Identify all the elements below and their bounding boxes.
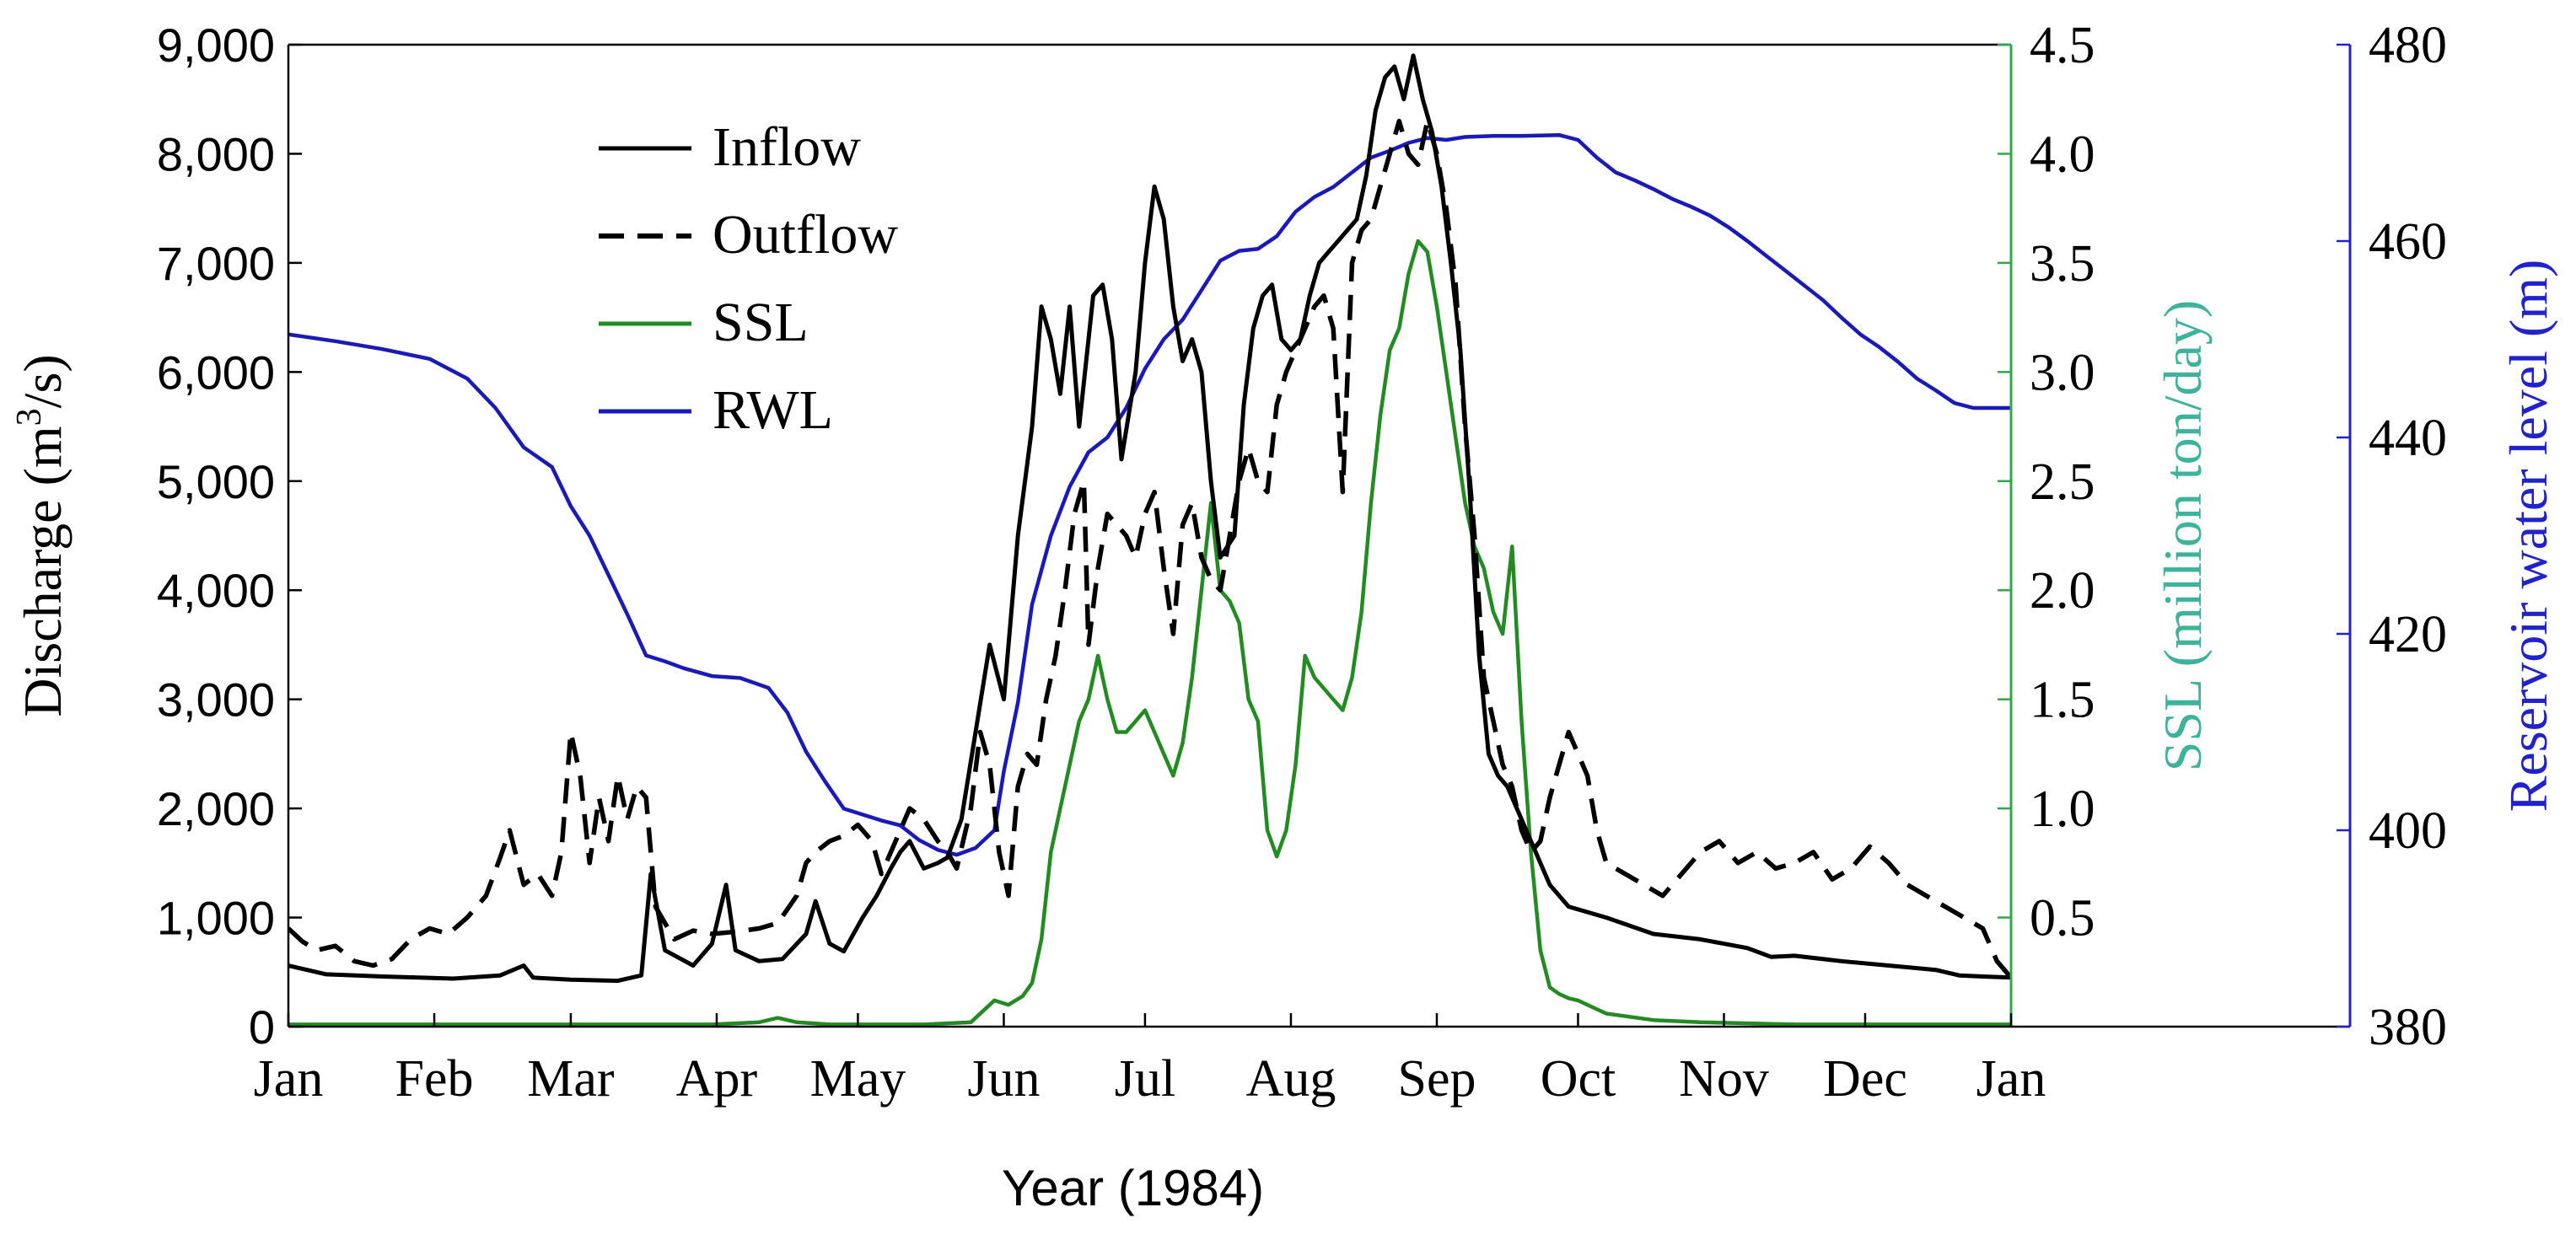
y-axis-title-discharge: Discharge (m3/s)	[10, 354, 73, 716]
legend-label-outflow: Outflow	[713, 204, 898, 266]
series-line-outflow	[288, 118, 2011, 979]
y-tick-label-ssl: 2.0	[2030, 562, 2095, 620]
x-tick-label: Feb	[395, 1050, 474, 1108]
x-tick-label: Aug	[1246, 1050, 1336, 1108]
y-tick-label-discharge: 8,000	[157, 127, 275, 180]
y-tick-label-ssl: 1.0	[2030, 781, 2095, 838]
x-tick-label: Oct	[1541, 1050, 1616, 1108]
discharge-label-superscript: 3	[10, 408, 49, 426]
y-tick-label-ssl: 0.5	[2030, 890, 2095, 947]
y-tick-label-ssl: 1.5	[2030, 672, 2095, 729]
y-tick-label-discharge: 4,000	[157, 564, 275, 617]
y-tick-label-rwl: 380	[2369, 999, 2447, 1056]
legend-item-inflow: Inflow	[599, 116, 861, 178]
y-tick-label-discharge: 1,000	[157, 892, 275, 945]
y-tick-label-rwl: 420	[2369, 606, 2447, 663]
y-tick-label-ssl: 3.0	[2030, 344, 2095, 401]
legend-label-ssl: SSL	[713, 292, 809, 353]
y-tick-label-ssl: 2.5	[2030, 453, 2095, 511]
series-line-ssl	[288, 239, 2011, 1027]
x-tick-label: Mar	[527, 1050, 615, 1108]
legend-box	[582, 110, 944, 480]
x-tick-label: Jul	[1115, 1050, 1175, 1108]
x-tick-label: Sep	[1398, 1050, 1476, 1108]
y-tick-label-discharge: 2,000	[157, 782, 275, 835]
legend-item-ssl: SSL	[599, 292, 809, 353]
axes-layer: Jan Feb Mar Apr May Jun Jul Aug Sep Oct Nov Dec Jan0…	[157, 17, 2447, 1108]
x-tick-label: Apr	[676, 1050, 758, 1108]
y-tick-label-ssl: 4.0	[2030, 126, 2095, 183]
discharge-label-prefix: Discharge (m	[13, 426, 73, 716]
x-tick-label: Nov	[1679, 1050, 1769, 1108]
legend-label-inflow: Inflow	[713, 116, 861, 178]
y-tick-label-discharge: 0	[249, 1001, 275, 1054]
x-tick-label: Jun	[967, 1050, 1040, 1108]
y-axis-title-rwl: Reservoir water level (m)	[2498, 260, 2558, 813]
y-tick-label-discharge: 5,000	[157, 455, 275, 508]
y-tick-label-ssl: 4.5	[2030, 17, 2095, 74]
legend-item-rwl: RWL	[599, 379, 833, 441]
y-tick-label-discharge: 9,000	[157, 19, 275, 72]
y-tick-label-ssl: 3.5	[2030, 235, 2095, 292]
discharge-label-suffix: /s)	[13, 354, 73, 408]
x-tick-label: Jan	[1976, 1050, 2046, 1108]
y-axis-title-ssl: SSL (million ton/day)	[2153, 300, 2213, 771]
x-tick-label: May	[810, 1050, 906, 1108]
legend-label-rwl: RWL	[713, 379, 833, 441]
x-axis-title: Year (1984)	[1002, 1160, 1264, 1216]
series-layer	[288, 53, 2011, 1027]
y-tick-label-discharge: 3,000	[157, 673, 275, 727]
series-line-inflow	[288, 53, 2011, 984]
series-line-rwl	[288, 132, 2011, 857]
y-tick-label-discharge: 7,000	[157, 237, 275, 290]
x-tick-label: Dec	[1823, 1050, 1907, 1108]
y-tick-label-rwl: 440	[2369, 410, 2447, 467]
y-tick-label-rwl: 460	[2369, 213, 2447, 271]
x-tick-label: Jan	[254, 1050, 324, 1108]
y-tick-label-discharge: 6,000	[157, 346, 275, 399]
legend-item-outflow: Outflow	[599, 204, 898, 266]
y-tick-label-rwl: 400	[2369, 802, 2447, 860]
legend: Inflow Outflow SSL RWL	[582, 110, 944, 480]
y-tick-label-rwl: 480	[2369, 17, 2447, 74]
